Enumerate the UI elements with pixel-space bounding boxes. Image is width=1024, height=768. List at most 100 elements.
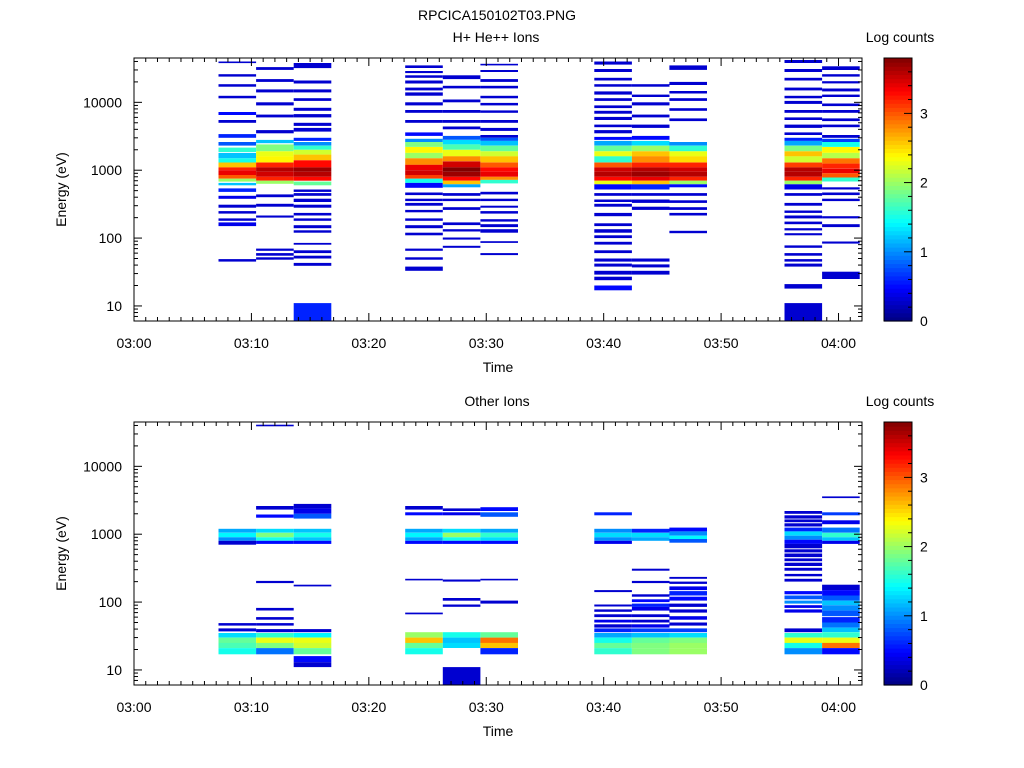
heatmap-cell xyxy=(631,176,670,181)
heatmap-cell xyxy=(256,171,294,177)
heatmap-cell xyxy=(256,633,294,638)
heatmap-cell xyxy=(594,624,632,628)
heatmap-cell xyxy=(293,198,332,202)
heatmap-cell xyxy=(784,573,823,577)
colorbar-segment xyxy=(884,251,912,256)
y-tick-label: 10000 xyxy=(83,458,122,474)
x-tick-label: 03:50 xyxy=(704,699,739,715)
heatmap-cell xyxy=(218,532,257,538)
heatmap-cell xyxy=(405,232,443,236)
colorbar-segment xyxy=(884,58,912,63)
heatmap-cell xyxy=(480,211,518,214)
colorbar-segment xyxy=(884,532,912,538)
heatmap-cell xyxy=(822,158,860,164)
heatmap-cell xyxy=(442,222,481,226)
heatmap-cell xyxy=(669,156,707,163)
heatmap-cell xyxy=(784,117,823,120)
colorbar-segment xyxy=(884,582,912,587)
heatmap-cell xyxy=(784,543,823,549)
heatmap-cell xyxy=(293,142,332,146)
heatmap-cell xyxy=(218,204,257,208)
colorbar-segment xyxy=(884,140,912,145)
heatmap-cell xyxy=(405,637,443,643)
heatmap-cell xyxy=(442,604,481,607)
colorbar-segment xyxy=(884,82,912,88)
heatmap-cell xyxy=(594,263,632,267)
heatmap-cell xyxy=(256,623,294,626)
heatmap-cell xyxy=(405,178,443,183)
heatmap-cell xyxy=(405,147,443,153)
colorbar-segment xyxy=(884,181,912,186)
heatmap-cell xyxy=(822,532,860,538)
heatmap-cell xyxy=(594,285,632,291)
colorbar-segment xyxy=(884,434,912,440)
heatmap-cell xyxy=(293,137,332,141)
heatmap-cell xyxy=(631,599,670,603)
heatmap-cell xyxy=(405,209,443,213)
heatmap-cell xyxy=(405,120,443,123)
heatmap-cell xyxy=(631,114,670,118)
heatmap-cell xyxy=(218,195,257,199)
y-tick-label: 1000 xyxy=(91,162,122,178)
heatmap-cell xyxy=(256,176,294,181)
heatmap-cell xyxy=(784,180,823,185)
heatmap-cell xyxy=(822,110,860,113)
heatmap-cell xyxy=(405,170,443,175)
heatmap-cell xyxy=(480,648,518,655)
heatmap-cell xyxy=(405,642,443,648)
heatmap-cell xyxy=(442,171,481,177)
heatmap-cell xyxy=(784,595,823,600)
heatmap-cell xyxy=(594,229,632,233)
heatmap-cell xyxy=(293,98,332,101)
heatmap-cell xyxy=(631,162,670,168)
heatmap-cell xyxy=(442,198,481,202)
heatmap-cell xyxy=(594,98,632,101)
colorbar-segment xyxy=(884,574,912,579)
colorbar-segment xyxy=(884,541,912,546)
colorbar-segment xyxy=(884,99,912,104)
heatmap-cell xyxy=(669,535,707,539)
colorbar-segment xyxy=(884,247,912,252)
colorbar-segment xyxy=(884,296,912,302)
heatmap-cell xyxy=(631,140,670,146)
heatmap-cell xyxy=(784,637,823,643)
heatmap-cell xyxy=(784,210,823,213)
heatmap-cell xyxy=(669,586,707,591)
heatmap-cell xyxy=(784,137,823,141)
heatmap-cell xyxy=(218,637,257,643)
heatmap-cell xyxy=(784,628,823,633)
heatmap-cell xyxy=(822,520,860,525)
heatmap-cell xyxy=(256,89,294,93)
heatmap-cell xyxy=(480,540,518,544)
heatmap-cell xyxy=(256,139,294,144)
heatmap-cell xyxy=(631,206,670,210)
heatmap-cell xyxy=(405,158,443,165)
colorbar-segment xyxy=(884,189,912,195)
colorbar-segment xyxy=(884,288,912,293)
heatmap-cell xyxy=(784,578,823,582)
heatmap-cell xyxy=(293,633,332,638)
heatmap-cell xyxy=(594,171,632,177)
heatmap-cell xyxy=(256,130,294,134)
y-tick-label: 100 xyxy=(99,230,123,246)
colorbar-segment xyxy=(884,438,912,444)
colorbar-segment xyxy=(884,152,912,158)
heatmap-cell xyxy=(293,656,332,663)
heatmap-cell xyxy=(784,558,823,562)
heatmap-cell xyxy=(442,207,481,210)
heatmap-cell xyxy=(631,614,670,618)
heatmap-cell xyxy=(480,162,518,168)
y-tick-label: 100 xyxy=(99,594,123,610)
colorbar-segment xyxy=(884,242,912,248)
colorbar-segment xyxy=(884,74,912,80)
colorbar-segment xyxy=(884,565,912,571)
heatmap-cell xyxy=(293,189,332,192)
heatmap-cell xyxy=(442,120,481,123)
heatmap-cell xyxy=(822,192,860,196)
heatmap-cells xyxy=(218,424,860,685)
heatmap-cell xyxy=(293,513,332,519)
heatmap-cell xyxy=(405,225,443,229)
heatmap-cell xyxy=(822,138,860,142)
heatmap-cell xyxy=(784,95,823,99)
heatmap-cell xyxy=(594,276,632,281)
